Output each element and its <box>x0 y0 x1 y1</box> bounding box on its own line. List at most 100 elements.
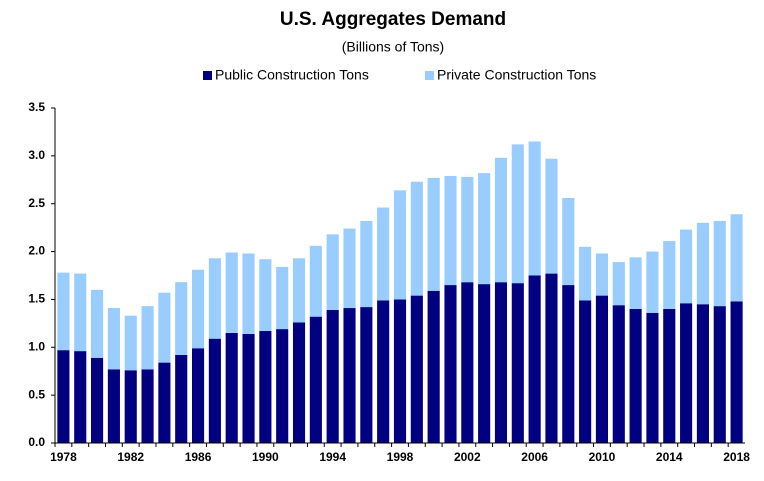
bar-segment <box>259 259 272 332</box>
bar-segment <box>225 252 238 333</box>
x-tick-label: 1982 <box>117 450 144 464</box>
x-tick-label: 1990 <box>252 450 279 464</box>
x-tick-label: 1994 <box>319 450 346 464</box>
bar-segment <box>478 173 491 285</box>
y-tick-label: 3.0 <box>28 148 45 162</box>
x-tick-label: 2002 <box>454 450 481 464</box>
legend-swatch <box>203 71 212 80</box>
bar-segment <box>427 177 440 291</box>
x-tick-label: 1986 <box>185 450 212 464</box>
legend-label: Private Construction Tons <box>437 67 596 83</box>
bar-segment <box>57 272 70 351</box>
bar-segment <box>494 282 508 443</box>
bar-segment <box>730 214 743 302</box>
bar-segment <box>646 251 659 313</box>
bar-segment <box>326 309 339 443</box>
bar-segment <box>107 369 120 443</box>
bar-segment <box>629 309 642 443</box>
bar-segment <box>276 266 289 330</box>
bar-segment <box>292 322 306 443</box>
bar-segment <box>680 303 693 443</box>
bar-segment <box>461 282 474 443</box>
bar-segment <box>74 273 87 352</box>
bar-segment <box>91 289 104 358</box>
y-tick-label: 2.0 <box>28 244 45 258</box>
bar-segment <box>393 299 407 443</box>
chart-title: U.S. Aggregates Demand <box>280 9 506 30</box>
bar-segment <box>225 332 238 443</box>
bar-segment <box>545 158 558 274</box>
bar-segment <box>343 308 356 443</box>
legend-swatch <box>425 71 434 80</box>
bar-segment <box>141 306 154 370</box>
bar-segment <box>377 300 390 443</box>
bar-segment <box>360 220 373 308</box>
bar-segment <box>326 234 339 310</box>
x-tick-label: 1998 <box>387 450 414 464</box>
bar-segment <box>158 292 171 363</box>
bar-segment <box>124 315 137 371</box>
x-tick-label: 2010 <box>589 450 616 464</box>
bar-segment <box>612 305 625 443</box>
bar-segment <box>191 269 205 349</box>
y-tick-label: 0.0 <box>28 435 45 449</box>
bar-segment <box>511 144 524 284</box>
bar-segment <box>562 197 575 286</box>
bar-segment <box>494 157 508 283</box>
bar-segment <box>292 258 306 323</box>
bar-segment <box>595 295 609 443</box>
bar-segment <box>175 354 188 443</box>
y-tick-label: 1.0 <box>28 339 45 353</box>
bar-segment <box>57 350 70 443</box>
bar-segment <box>595 253 609 296</box>
bar-segment <box>713 220 726 307</box>
bar-segment <box>309 245 322 317</box>
bar-segment <box>730 301 743 443</box>
bar-segment <box>242 333 255 443</box>
bar-segment <box>528 141 541 276</box>
bar-segment <box>511 283 524 443</box>
bar-segment <box>629 257 642 309</box>
x-tick-label: 2018 <box>723 450 750 464</box>
bar-segment <box>191 348 205 443</box>
bar-segment <box>208 338 221 443</box>
bar-segment <box>91 357 104 443</box>
bar-segment <box>242 253 255 334</box>
y-tick-label: 0.5 <box>28 387 45 401</box>
bar-segment <box>393 190 407 300</box>
bar-segment <box>124 370 137 443</box>
bar-segment <box>461 176 474 283</box>
bar-segment <box>410 181 423 296</box>
y-tick-label: 3.5 <box>28 100 45 114</box>
bar-segment <box>444 175 457 286</box>
bar-segment <box>74 351 87 443</box>
bar-segment <box>680 229 693 304</box>
bar-segment <box>377 207 390 301</box>
bar-segment <box>410 295 423 443</box>
bar-segment <box>646 312 659 443</box>
bar-segment <box>696 304 709 443</box>
bar-segment <box>444 285 457 443</box>
bar-segment <box>309 316 322 443</box>
bar-segment <box>579 246 592 301</box>
bar-segment <box>579 300 592 443</box>
bar-segment <box>107 308 120 370</box>
bar-segment <box>545 273 558 443</box>
bar-segment <box>158 362 171 443</box>
bar-segment <box>175 282 188 355</box>
bar-segment <box>562 285 575 443</box>
bar-segment <box>343 228 356 309</box>
x-tick-label: 2006 <box>521 450 548 464</box>
y-tick-label: 2.5 <box>28 196 45 210</box>
bar-segment <box>478 284 491 443</box>
chart-subtitle: (Billions of Tons) <box>342 39 444 55</box>
bar-segment <box>360 307 373 443</box>
bar-segment <box>208 258 221 339</box>
x-tick-label: 2014 <box>656 450 683 464</box>
bar-segment <box>427 290 440 443</box>
bar-segment <box>696 222 709 305</box>
bar-segment <box>663 309 676 443</box>
bar-segment <box>663 241 676 309</box>
bar-segment <box>713 306 726 443</box>
